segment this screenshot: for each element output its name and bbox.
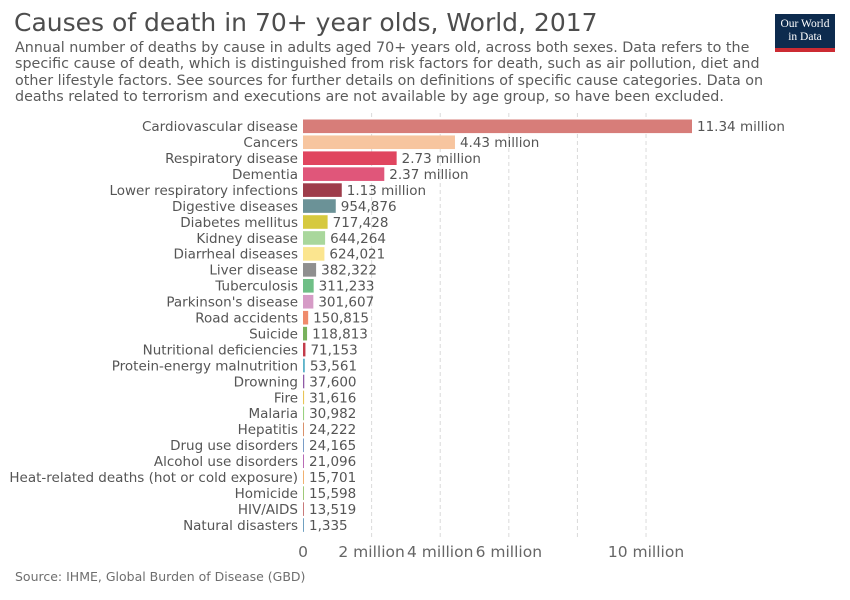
bar[interactable] bbox=[303, 263, 317, 277]
value-label: 31,616 bbox=[309, 390, 356, 406]
x-tick-label: 0 bbox=[298, 543, 308, 561]
bar[interactable] bbox=[303, 518, 304, 532]
value-label: 624,021 bbox=[329, 247, 385, 263]
x-tick-label: 6 million bbox=[476, 543, 542, 561]
category-label: Heat-related deaths (hot or cold exposur… bbox=[9, 470, 298, 486]
owid-logo[interactable]: Our World in Data bbox=[775, 14, 835, 52]
x-tick-label: 4 million bbox=[407, 543, 473, 561]
bar[interactable] bbox=[303, 167, 385, 181]
value-label: 311,233 bbox=[319, 279, 375, 295]
value-label: 118,813 bbox=[312, 326, 368, 342]
bar[interactable] bbox=[303, 247, 325, 261]
category-label: Lower respiratory infections bbox=[109, 183, 298, 199]
logo-line-2: in Data bbox=[788, 31, 822, 43]
bar[interactable] bbox=[303, 422, 304, 437]
category-label: Diarrheal diseases bbox=[173, 247, 298, 263]
category-label: Hepatitis bbox=[238, 422, 298, 438]
category-label: Kidney disease bbox=[196, 231, 298, 247]
category-label: Malaria bbox=[248, 406, 298, 422]
logo-line-1: Our World bbox=[780, 18, 830, 30]
value-label: 2.37 million bbox=[389, 167, 468, 183]
bar[interactable] bbox=[303, 279, 314, 293]
bar[interactable] bbox=[303, 342, 306, 357]
value-label: 1.13 million bbox=[347, 183, 426, 199]
category-label: Diabetes mellitus bbox=[180, 215, 298, 231]
category-label: Drug use disorders bbox=[170, 438, 298, 454]
bar[interactable] bbox=[303, 454, 304, 469]
value-label: 717,428 bbox=[333, 215, 389, 231]
value-label: 15,598 bbox=[309, 486, 356, 502]
bar[interactable] bbox=[303, 390, 305, 405]
category-label: Respiratory disease bbox=[165, 151, 298, 167]
x-tick-label: 2 million bbox=[338, 543, 404, 561]
value-label: 2.73 million bbox=[402, 151, 481, 167]
bar[interactable] bbox=[303, 486, 304, 500]
category-label: HIV/AIDS bbox=[238, 502, 298, 518]
value-label: 644,264 bbox=[330, 231, 386, 247]
category-label: Homicide bbox=[235, 486, 298, 502]
value-label: 24,165 bbox=[309, 438, 356, 454]
bar[interactable] bbox=[303, 199, 336, 213]
x-tick-label: 10 million bbox=[608, 543, 684, 561]
category-label: Protein-energy malnutrition bbox=[112, 358, 298, 374]
bar[interactable] bbox=[303, 231, 326, 245]
category-label: Fire bbox=[274, 390, 298, 406]
bar[interactable] bbox=[303, 310, 309, 325]
bar[interactable] bbox=[303, 406, 305, 421]
chart-subtitle: Annual number of deaths by cause in adul… bbox=[15, 40, 764, 106]
value-label: 21,096 bbox=[309, 454, 356, 470]
category-label: Cancers bbox=[243, 135, 298, 151]
category-label: Parkinson's disease bbox=[166, 295, 298, 311]
category-label: Liver disease bbox=[209, 263, 298, 279]
bar[interactable] bbox=[303, 502, 304, 516]
bar[interactable] bbox=[303, 215, 328, 229]
category-label: Tuberculosis bbox=[214, 279, 298, 295]
chart-title: Causes of death in 70+ year olds, World,… bbox=[14, 8, 598, 37]
category-label: Nutritional deficiencies bbox=[143, 342, 298, 358]
value-label: 24,222 bbox=[309, 422, 356, 438]
value-label: 301,607 bbox=[318, 295, 374, 311]
bar[interactable] bbox=[303, 358, 305, 373]
bar[interactable] bbox=[303, 183, 342, 197]
source-note[interactable]: Source: IHME, Global Burden of Disease (… bbox=[15, 569, 306, 584]
value-label: 13,519 bbox=[309, 502, 356, 518]
bar[interactable] bbox=[303, 326, 308, 341]
category-label: Digestive diseases bbox=[172, 199, 298, 215]
bar[interactable] bbox=[303, 135, 455, 150]
value-label: 382,322 bbox=[321, 263, 377, 279]
bar[interactable] bbox=[303, 438, 304, 453]
category-label: Dementia bbox=[232, 167, 298, 183]
category-label: Suicide bbox=[249, 326, 298, 342]
category-label: Cardiovascular disease bbox=[142, 119, 298, 135]
value-label: 71,153 bbox=[310, 342, 357, 358]
value-label: 11.34 million bbox=[697, 119, 785, 135]
value-label: 53,561 bbox=[310, 358, 357, 374]
category-label: Road accidents bbox=[195, 311, 298, 327]
value-label: 150,815 bbox=[313, 311, 369, 327]
value-label: 954,876 bbox=[341, 199, 397, 215]
value-label: 30,982 bbox=[309, 406, 356, 422]
value-label: 4.43 million bbox=[460, 135, 539, 151]
bar[interactable] bbox=[303, 374, 305, 389]
category-label: Drowning bbox=[234, 374, 298, 390]
category-label: Natural disasters bbox=[183, 518, 298, 534]
value-label: 37,600 bbox=[309, 374, 356, 390]
bar[interactable] bbox=[303, 119, 692, 134]
value-label: 15,701 bbox=[309, 470, 356, 486]
bar[interactable] bbox=[303, 151, 397, 165]
value-label: 1,335 bbox=[309, 518, 348, 534]
bar[interactable] bbox=[303, 294, 314, 309]
category-label: Alcohol use disorders bbox=[154, 454, 298, 470]
bar[interactable] bbox=[303, 470, 304, 484]
